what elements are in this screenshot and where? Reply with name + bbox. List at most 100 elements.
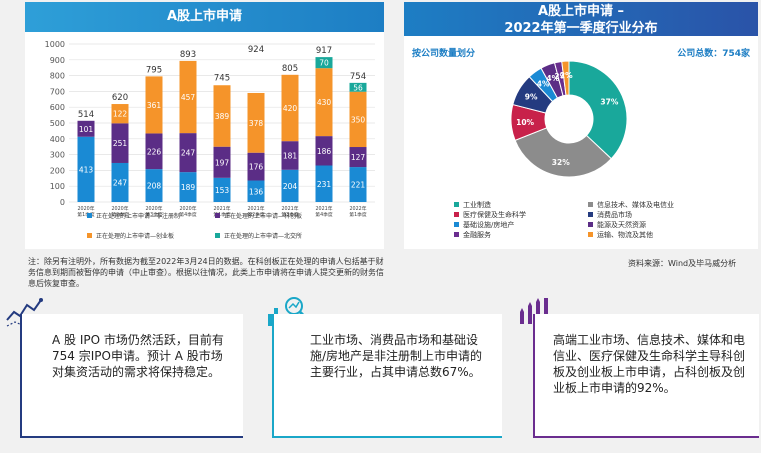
bar-segment-label: 122: [113, 110, 128, 119]
legend-swatch: [454, 212, 459, 217]
donut-slice-label: 2%: [554, 72, 567, 81]
bar-segment: [315, 136, 333, 166]
insight-card-3: 高端工业市场、信息技术、媒体和电信业、医疗保健及生命科学主导科创板及创业板上市申…: [533, 314, 759, 438]
legend-swatch: [215, 233, 220, 238]
legend-label: 信息技术、媒体及电信业: [597, 200, 674, 209]
legend-label: 消费品市场: [597, 210, 632, 219]
legend-label: 运输、物流及其他: [597, 230, 653, 239]
bar-segment-label: 361: [147, 101, 162, 110]
bar-segment: [349, 82, 367, 92]
bar-total-label: 620: [112, 93, 128, 103]
bar-total-label: 924: [248, 45, 264, 55]
insight-card-1-text: A 股 IPO 市场仍然活跃，目前有 754 宗IPO申请。预计 A 股市场对集…: [52, 333, 224, 379]
bar-chart: 0 100 200 300 400 500 600 700 800 900 1000 413 101 51…: [45, 40, 375, 240]
bar-segment-label: 197: [215, 158, 230, 167]
donut-chart-title: A股上市申请 – 2022年第一季度行业分布: [404, 2, 758, 36]
bar-total-label: 917: [316, 46, 332, 56]
bar-segment: [247, 92, 265, 153]
legend-swatch: [87, 213, 92, 218]
x-tick-label: 第2季度: [247, 211, 265, 218]
x-tick-label: 第3季度: [145, 211, 163, 218]
x-tick-label: 第4季度: [179, 211, 197, 218]
donut-slice-label: 4%: [537, 79, 550, 88]
bar-segment: [247, 152, 265, 181]
donut-slice-label: 4%: [546, 74, 559, 83]
x-tick-label: 2020年: [145, 205, 162, 212]
insight-card-3-text: 高端工业市场、信息技术、媒体和电信业、医疗保健及生命科学主导科创板及创业板上市申…: [553, 333, 746, 395]
bar-total-label: 514: [78, 110, 94, 120]
source-note: 资料来源：Wind及毕马威分析: [628, 259, 737, 268]
bar-segment-label: 350: [351, 115, 366, 124]
bar-total-label: 805: [282, 64, 298, 74]
legend-swatch: [87, 233, 92, 238]
bar-segment-label: 136: [249, 187, 264, 196]
bar-segment-label: 101: [79, 125, 94, 134]
x-tick-label: 第3季度: [281, 211, 299, 218]
bar-segment: [145, 133, 163, 170]
donut-slice-label: 32%: [552, 158, 570, 167]
x-tick-label: 第1季度: [349, 211, 367, 218]
bar-segment-label: 127: [351, 153, 366, 162]
donut-slice: [561, 60, 570, 96]
bar-segment-label: 251: [113, 139, 128, 148]
bar-segment: [281, 74, 299, 142]
bar-segment-label: 153: [215, 186, 230, 195]
bar-segment: [315, 165, 333, 202]
legend-swatch: [454, 232, 459, 237]
bar-segment: [213, 177, 231, 202]
x-tick-label: 2021年: [247, 205, 264, 212]
bar-segment: [281, 169, 299, 202]
bar-segment: [145, 76, 163, 134]
bar-segment: [111, 162, 129, 202]
y-tick-label: 500: [50, 119, 65, 128]
legend-label: 正在处理的上市申请—非注册制: [96, 212, 180, 220]
bar-segment: [315, 57, 333, 69]
y-tick-label: 800: [50, 72, 65, 81]
x-tick-label: 2021年: [315, 205, 332, 212]
y-tick-label: 300: [50, 151, 65, 160]
bar-segment: [349, 147, 367, 168]
bar-segment-label: 70: [319, 59, 329, 68]
donut-chart: 37%32%10%9%4%4%2%2%工业制造 信息技术、媒体及电信业医疗保健及生…: [454, 60, 674, 239]
x-tick-label: 第1季度: [213, 211, 231, 218]
bar-segment: [77, 136, 95, 202]
legend-swatch: [588, 212, 593, 217]
bar-segment: [179, 172, 197, 202]
x-tick-label: 2020年: [179, 205, 196, 212]
legend-swatch: [454, 222, 459, 227]
bar-segment-label: 56: [353, 83, 363, 92]
y-tick-label: 700: [50, 87, 65, 96]
y-tick-label: 200: [50, 166, 65, 175]
donut-slice: [568, 60, 628, 160]
bar-segment: [247, 180, 265, 202]
bar-segment: [179, 133, 197, 173]
donut-slice-label: 37%: [600, 98, 618, 107]
bar-segment-label: 231: [317, 180, 332, 189]
x-tick-label: 第2季度: [111, 211, 129, 218]
y-tick-label: 600: [50, 103, 65, 112]
bar-total-label: 893: [180, 50, 196, 60]
bar-total-label: 754: [350, 72, 366, 82]
legend-label: 工业制造: [463, 200, 491, 209]
insight-card-2-text: 工业市场、消费品市场和基础设施/房地产是非注册制上市申请的主要行业，占其申请总数…: [310, 333, 483, 379]
x-tick-label: 第4季度: [315, 211, 333, 218]
donut-chart-panel: A股上市申请 – 2022年第一季度行业分布 按公司数量划分 公司总数：754家…: [404, 2, 758, 249]
footnote: 注：除另有注明外，所有数据为截至2022年3月24日的数据。在科创板正在处理的申…: [28, 257, 384, 288]
bar-segment-label: 430: [317, 98, 332, 107]
legend-label: 能源及天然资源: [597, 220, 646, 229]
bar-segment-label: 247: [113, 178, 128, 187]
donut-subtitle-right: 公司总数：754家: [677, 49, 750, 59]
donut-title-line2: 2022年第一季度行业分布: [504, 21, 658, 36]
bar-total-label: 795: [146, 65, 162, 75]
bar-segment: [213, 146, 231, 178]
bar-segment: [145, 169, 163, 202]
bar-chart-panel: A股上市申请 0 100 200 300 400 500 600 700 800 900 1000 4…: [25, 2, 384, 249]
legend-swatch: [588, 232, 593, 237]
y-tick-label: 400: [50, 135, 65, 144]
legend-swatch: [454, 202, 459, 207]
legend-label: 正在处理的上市申请—科创板: [224, 212, 302, 220]
bar-segment-label: 226: [147, 147, 162, 156]
donut-slice-label: 9%: [525, 93, 538, 102]
y-tick-label: 1000: [45, 40, 65, 49]
bar-total-label: 745: [214, 73, 230, 83]
